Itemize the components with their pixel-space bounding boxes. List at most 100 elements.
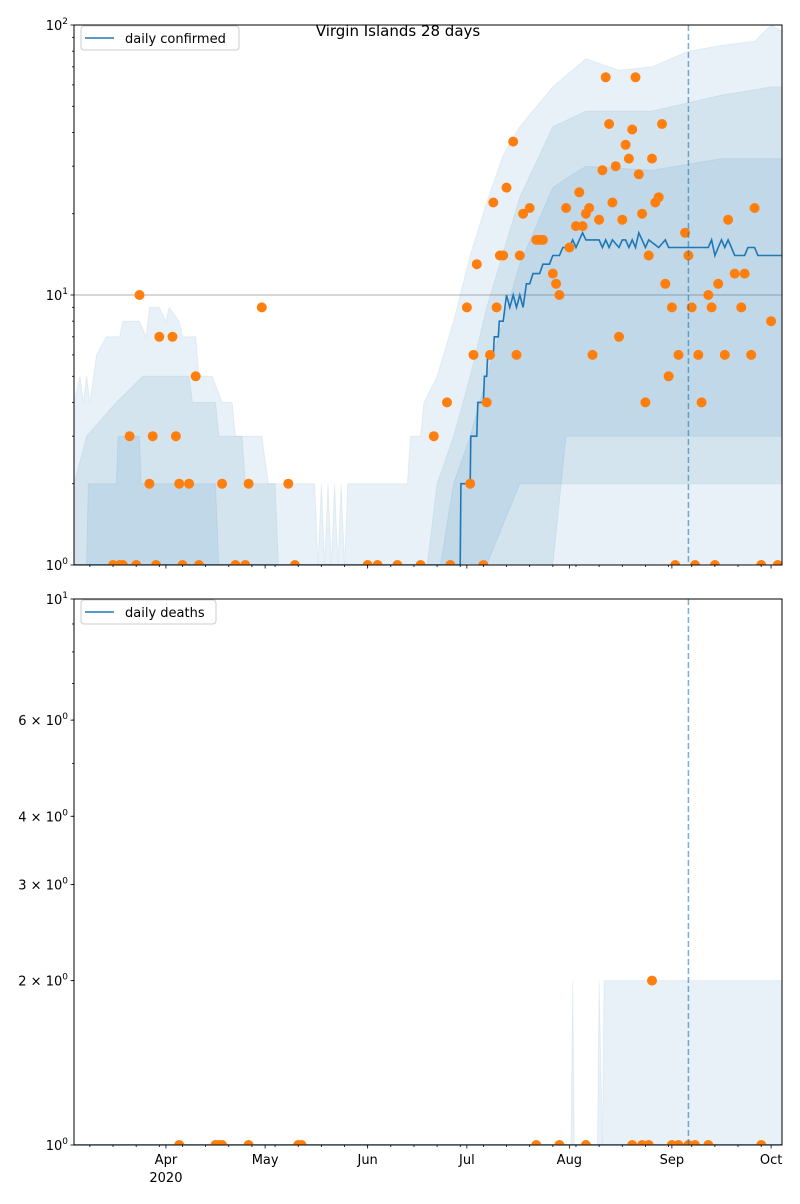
observed-point — [693, 349, 704, 360]
observed-point — [719, 349, 730, 360]
observed-point — [537, 234, 548, 245]
observed-point — [703, 1140, 714, 1145]
y-tick-label-base: 10 — [46, 593, 63, 608]
y-tick-label-exponent: 0 — [62, 712, 68, 722]
observed-point — [362, 560, 373, 565]
quantile-band-1 — [74, 86, 782, 565]
observed-point — [653, 192, 664, 203]
observed-point — [243, 478, 254, 489]
x-tick-label: Oct — [760, 1153, 782, 1168]
observed-point — [117, 560, 128, 565]
y-tick-label: 100 — [46, 1137, 69, 1154]
observed-point — [372, 560, 383, 565]
x-tick-label: Jul — [458, 1153, 475, 1168]
observed-point — [709, 560, 720, 565]
observed-point — [392, 560, 403, 565]
observed-point — [144, 478, 155, 489]
observed-point — [194, 560, 204, 565]
observed-point — [551, 278, 562, 289]
quantile-band-0 — [74, 980, 782, 1145]
observed-point — [597, 165, 608, 176]
observed-point — [445, 560, 456, 565]
y-tick-label: 102 — [46, 17, 68, 34]
observed-point — [428, 431, 439, 442]
observed-point — [713, 278, 724, 289]
y-tick-label-exponent: 2 — [62, 17, 68, 27]
observed-point — [131, 560, 142, 565]
x-tick-label: Apr — [155, 1153, 178, 1168]
observed-point — [673, 349, 684, 360]
observed-point — [706, 302, 717, 313]
observed-point — [190, 371, 201, 382]
observed-point — [415, 560, 426, 565]
observed-point — [554, 290, 565, 300]
observed-point — [623, 153, 634, 164]
observed-point — [756, 1140, 767, 1145]
observed-point — [736, 302, 747, 313]
observed-point — [170, 431, 181, 442]
y-tick-label: 3 × 100 — [18, 876, 68, 893]
observed-point — [630, 72, 641, 83]
observed-point — [134, 290, 145, 300]
y-tick-label-exponent: 1 — [62, 591, 68, 601]
observed-point — [604, 119, 615, 129]
observed-point — [154, 331, 165, 342]
observed-point — [703, 290, 714, 300]
observed-point — [610, 161, 621, 172]
observed-point — [465, 478, 476, 489]
observed-point — [643, 1140, 654, 1145]
observed-point — [749, 203, 760, 213]
observed-point — [461, 302, 472, 313]
y-tick-label: 6 × 100 — [18, 712, 68, 729]
legend-box — [80, 25, 240, 51]
observed-point — [746, 349, 757, 360]
observed-point — [468, 349, 479, 360]
observed-point — [283, 478, 294, 489]
observed-point — [442, 397, 452, 408]
y-tick-label-base: 6 × 10 — [18, 714, 62, 729]
observed-point — [756, 560, 767, 565]
observed-point — [696, 397, 707, 408]
observed-point — [580, 1140, 591, 1145]
y-tick-label-exponent: 0 — [62, 808, 68, 818]
legend-label: daily confirmed — [125, 32, 226, 47]
observed-point — [151, 560, 161, 565]
y-tick-label: 101 — [46, 591, 68, 608]
observed-point — [666, 302, 677, 313]
observed-point — [690, 560, 700, 565]
x-tick-label: Sep — [660, 1153, 685, 1168]
observed-point — [167, 331, 178, 342]
observed-point — [147, 431, 158, 442]
observed-point — [256, 302, 267, 313]
x-tick-label: May — [252, 1153, 279, 1168]
observed-point — [690, 1140, 700, 1145]
observed-point — [617, 214, 628, 225]
median-line — [74, 230, 782, 565]
observed-point — [230, 560, 241, 565]
observed-point — [296, 1140, 307, 1145]
x-tick-sublabel: 2020 — [149, 1171, 182, 1186]
observed-point — [673, 1140, 684, 1145]
observed-point — [647, 975, 657, 986]
observed-point — [561, 203, 572, 213]
observed-point — [614, 331, 624, 342]
observed-point — [217, 478, 228, 489]
observed-point — [174, 1140, 185, 1145]
y-tick-label-base: 2 × 10 — [18, 975, 62, 990]
y-tick-label-exponent: 0 — [62, 557, 68, 567]
observed-point — [240, 560, 251, 565]
y-tick-label-base: 3 × 10 — [18, 878, 62, 893]
observed-point — [471, 259, 482, 270]
y-tick-label-exponent: 0 — [62, 1137, 68, 1147]
observed-point — [607, 197, 618, 208]
y-tick-label-base: 10 — [46, 559, 63, 574]
quantile-band-0 — [74, 25, 782, 565]
legend: daily deaths — [80, 599, 217, 625]
observed-point — [531, 1140, 542, 1145]
observed-point — [177, 560, 188, 565]
y-tick-label: 101 — [46, 287, 68, 304]
legend-label: daily deaths — [125, 606, 205, 621]
observed-point — [478, 560, 489, 565]
plot-area — [74, 975, 782, 1145]
